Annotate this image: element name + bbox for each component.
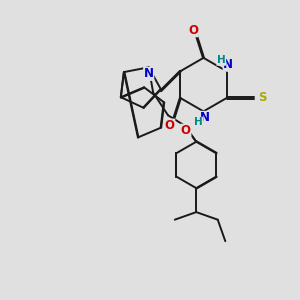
Text: O: O	[188, 24, 198, 37]
Text: N: N	[200, 111, 210, 124]
Text: S: S	[258, 92, 266, 104]
Text: H: H	[217, 55, 226, 65]
Text: N: N	[223, 58, 233, 71]
Text: O: O	[181, 124, 191, 137]
Text: O: O	[165, 119, 175, 132]
Text: N: N	[144, 67, 154, 80]
Text: H: H	[194, 117, 203, 128]
